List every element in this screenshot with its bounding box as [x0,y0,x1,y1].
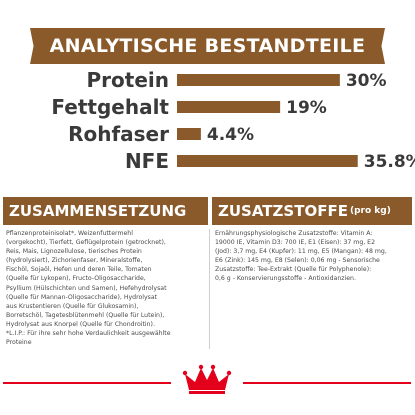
category-label: Fettgehalt [51,95,169,119]
additives-text: Ernährungsphysiologische Zusatzstoffe: V… [215,229,410,289]
composition-line: Proteine [6,339,32,347]
value-label: 4.4% [207,125,254,145]
value-label: 30% [346,71,387,91]
footer-line-left [3,382,171,384]
composition-line: (hydrolysiert), Zichorienfaser, Minerals… [6,257,143,265]
analysis-bar-chart: Protein 30% Fettgehalt 19% Rohfaser 4.4% NFE 35… [51,68,415,173]
additives-title: ZUSATZSTOFFE [218,202,348,220]
composition-line: Reis, Mais, Lignozellulose, tierisches P… [6,248,142,256]
additives-unit: (pro kg) [349,206,391,216]
additives-line: 0,6 g - Konservierungsstoffe - Antioxida… [215,275,356,283]
additives-line: (Jod): 3,7 mg, E4 (Kupfer): 11 mg, E5 (M… [215,248,387,256]
value-label: 35.8% [364,152,415,172]
bar [177,74,340,86]
category-label: Rohfaser [68,122,169,146]
section-title: ANALYTISCHE BESTANDTEILE [49,35,366,57]
bar [177,101,281,113]
category-label: Protein [87,68,169,92]
composition-line: Psyllium (Hülschichten und Samen), Hefeh… [6,284,167,292]
composition-title: ZUSAMMENSETZUNG [9,202,187,220]
footer-line-right [243,382,411,384]
additives-line: Ernährungsphysiologische Zusatzstoffe: V… [215,230,373,237]
additives-line: 19000 IE, Vitamin D3: 700 IE, E1 (Eisen)… [215,239,376,247]
additives-line: Zusatzstoffe: Tee-Extrakt (Quelle für Po… [215,266,372,274]
royal-canin-crown-logo-icon [182,364,232,394]
composition-line: Borretschöl, Tagetesblütenmehl (Quelle f… [6,311,165,319]
composition-line: Pflanzenproteinisolat*, Weizenfuttermehl [6,230,133,237]
composition-line: Fischöl, Sojaöl, Hefen und deren Teile, … [6,266,152,274]
composition-line: (vorgekocht), Tierfett, Geflügelprotein … [6,239,166,247]
bar [177,128,201,140]
composition-line: (Quelle für Mannan-Oligosaccharide), Hyd… [6,293,158,301]
composition-line: *L.I.P.: Für ihre sehr hohe Verdaulichke… [6,330,171,338]
composition-line: (Quelle für Lykopen), Fructo-Oligosaccha… [6,275,146,283]
composition-text: Pflanzenproteinisolat*, Weizenfuttermehl… [6,229,205,346]
composition-line: Hydrolysat aus Knorpel (Quelle für Chond… [6,320,155,328]
additives-line: E6 (Zink): 145 mg, E8 (Selen): 0,06 mg -… [215,257,380,265]
bar [177,155,358,167]
column-divider [209,229,210,349]
composition-header: ZUSAMMENSETZUNG [3,197,208,225]
value-label: 19% [286,98,327,118]
additives-header: ZUSATZSTOFFE (pro kg) [212,197,412,225]
section-banner: ANALYTISCHE BESTANDTEILE [30,28,385,64]
composition-line: aus Krustentieren (Quelle für Glukosamin… [6,302,139,310]
category-label: NFE [125,149,169,173]
